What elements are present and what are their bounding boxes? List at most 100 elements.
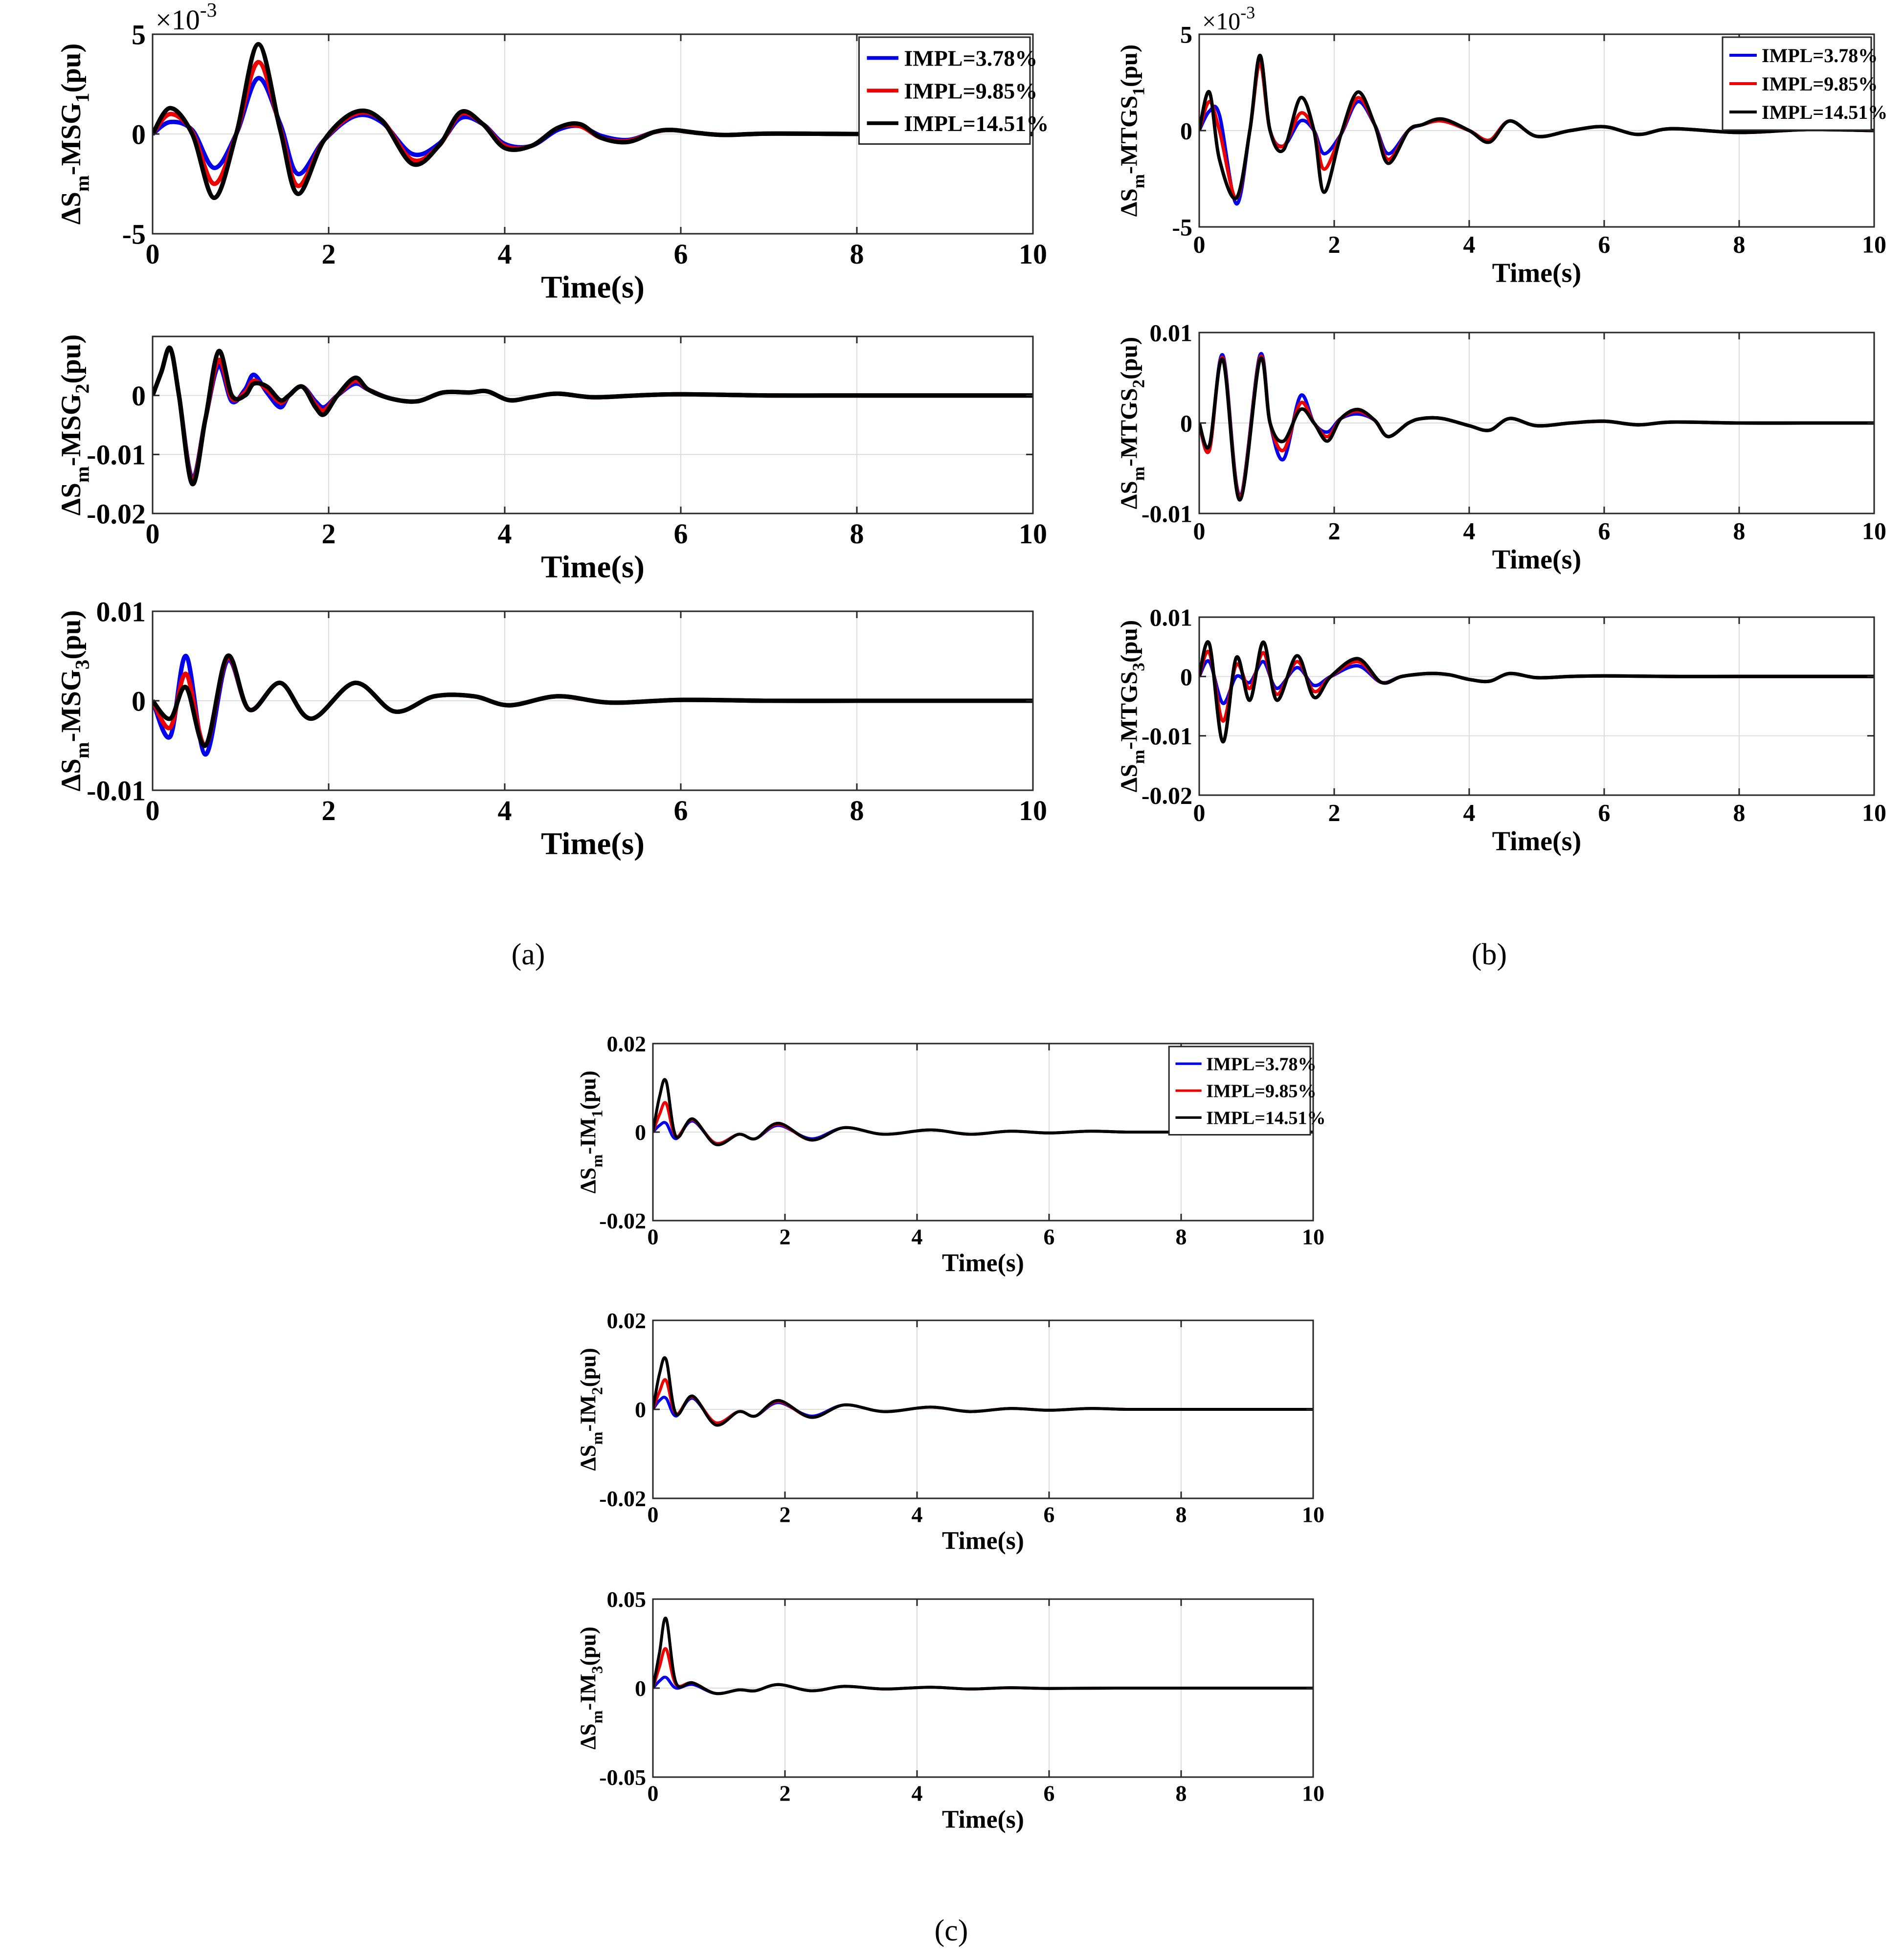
x-tick-label: 6 (674, 238, 688, 270)
x-tick-label: 2 (780, 1781, 791, 1805)
y-tick-label: -0.02 (1142, 782, 1192, 809)
x-tick-label: 8 (1733, 799, 1746, 826)
x-tick-label: 6 (1598, 517, 1611, 545)
y-tick-label: 0 (132, 685, 146, 717)
y-tick-label: -5 (122, 218, 146, 250)
x-tick-label: 10 (1862, 799, 1886, 826)
x-tick-label: 4 (1463, 517, 1476, 545)
x-tick-label: 4 (498, 795, 512, 826)
series-line-3 (1199, 53, 1874, 200)
x-axis-label: Time(s) (942, 1249, 1024, 1277)
axes-box (1198, 616, 1875, 796)
x-axis-label: Time(s) (1492, 258, 1582, 289)
legend: IMPL=3.78% IMPL=9.85% IMPL=14.51% (1168, 1046, 1326, 1136)
x-tick-label: 6 (1598, 231, 1611, 258)
y-axis-label: ΔSm-MSG2(pu) (56, 334, 93, 516)
x-axis-label: Time(s) (1492, 545, 1582, 575)
x-tick-label: 10 (1019, 518, 1047, 550)
legend: IMPL=3.78% IMPL=9.85% IMPL=14.51% (858, 36, 1049, 145)
x-tick-label: 2 (322, 795, 336, 826)
x-tick-label: 10 (1019, 238, 1047, 270)
y-axis-label: ΔSm-IM1(pu) (576, 1070, 606, 1194)
y-tick-label: 0 (1180, 410, 1192, 437)
x-axis-label: Time(s) (541, 826, 645, 862)
x-tick-label: 6 (1044, 1502, 1055, 1527)
y-tick-label: 0 (635, 1397, 646, 1422)
x-axis-label: Time(s) (541, 270, 645, 305)
plot-area (1199, 617, 1874, 795)
y-tick-label: -0.02 (599, 1208, 646, 1233)
axis-exponent: ×10-3 (156, 0, 217, 36)
x-tick-label: 8 (1733, 231, 1746, 258)
plot-area (153, 336, 1033, 513)
x-tick-label: 10 (1862, 231, 1886, 258)
subplot-c1: 0 2 4 6 8 10-0.0200.02Time(s)ΔSm-IM1(pu)IMPL=… (576, 1031, 1326, 1277)
series-line-3 (653, 1616, 1313, 1695)
legend-entry: IMPL=3.78% (904, 46, 1037, 71)
legend-entry: IMPL=14.51% (904, 111, 1049, 136)
y-tick-label: -0.02 (87, 498, 146, 530)
x-tick-label: 8 (1176, 1502, 1187, 1527)
x-axis-label: Time(s) (1492, 826, 1582, 857)
x-tick-label: 4 (1463, 231, 1476, 258)
y-tick-label: 0 (635, 1676, 646, 1701)
panel-label-a: (a) (512, 938, 545, 971)
x-tick-label: 6 (1598, 799, 1611, 826)
x-tick-label: 2 (322, 238, 336, 270)
x-tick-label: 6 (674, 518, 688, 550)
y-tick-label: -0.05 (599, 1765, 646, 1790)
x-tick-label: 0 (648, 1502, 659, 1527)
x-tick-label: 0 (146, 795, 160, 826)
legend-entry: IMPL=14.51% (1206, 1108, 1325, 1129)
x-tick-label: 6 (1044, 1781, 1055, 1805)
y-tick-label: 0.02 (607, 1031, 647, 1056)
axes-box (152, 335, 1034, 514)
x-tick-label: 4 (498, 518, 512, 550)
y-tick-label: 5 (1180, 21, 1192, 48)
legend: IMPL=3.78% IMPL=9.85% IMPL=14.51% (1722, 36, 1887, 131)
y-axis-label: ΔSm-MSG3(pu) (56, 610, 93, 792)
x-tick-label: 4 (912, 1224, 923, 1249)
y-tick-label: 0 (1180, 117, 1192, 145)
x-tick-label: 4 (912, 1502, 923, 1527)
x-tick-label: 0 (146, 518, 160, 550)
x-tick-label: 6 (1044, 1224, 1055, 1249)
x-tick-label: 4 (912, 1781, 923, 1805)
series-line-3 (1199, 640, 1874, 744)
x-tick-label: 4 (1463, 799, 1476, 826)
x-tick-label: 0 (1193, 799, 1206, 826)
y-tick-label: 0.02 (607, 1308, 647, 1333)
y-tick-label: -0.01 (87, 439, 146, 471)
x-tick-label: 0 (1193, 231, 1206, 258)
y-axis-label: ΔSm-IM3(pu) (576, 1626, 606, 1750)
x-axis-label: Time(s) (541, 550, 645, 585)
series-line-3 (1199, 356, 1874, 502)
series-line-3 (153, 345, 1033, 487)
y-tick-label: 0 (635, 1120, 646, 1145)
x-tick-label: 10 (1862, 517, 1886, 545)
x-tick-label: 2 (1328, 231, 1341, 258)
y-tick-label: 0.01 (1150, 604, 1193, 631)
y-tick-label: 5 (132, 19, 146, 50)
x-tick-label: 0 (648, 1224, 659, 1249)
y-axis-label: ΔSm-MTGS2(pu) (1116, 337, 1148, 509)
x-tick-label: 0 (146, 238, 160, 270)
series-line-3 (653, 1356, 1313, 1427)
legend-entry: IMPL=3.78% (1762, 45, 1878, 67)
x-tick-label: 2 (322, 518, 336, 550)
x-tick-label: 2 (1328, 799, 1341, 826)
x-tick-label: 6 (674, 795, 688, 826)
panel-label-c: (c) (935, 1914, 968, 1947)
x-tick-label: 10 (1302, 1224, 1324, 1249)
subplot-b3: 0 2 4 6 8 10 -0.02 -0.01 0 0.01 Time(s) ΔSm-MTGS3(p… (1116, 604, 1887, 857)
y-tick-label: 0 (1180, 663, 1192, 690)
y-tick-label: 0.05 (607, 1587, 647, 1612)
y-tick-label: 0 (132, 118, 146, 150)
